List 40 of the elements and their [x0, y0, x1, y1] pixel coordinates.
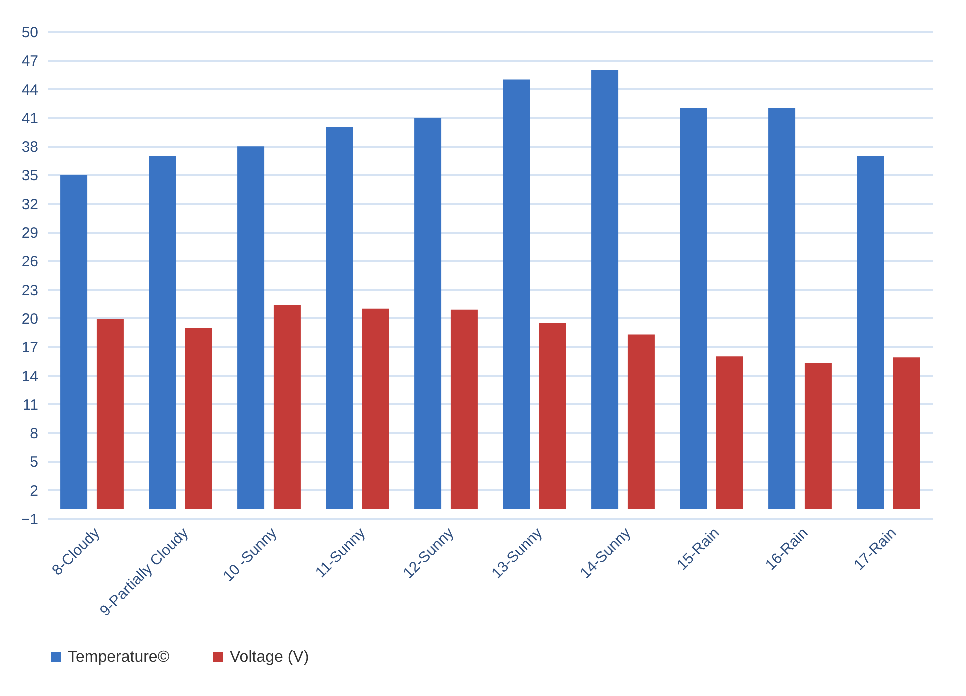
legend-label: Temperature© [68, 649, 170, 666]
bar [539, 323, 566, 510]
bar [362, 308, 390, 510]
bar [680, 108, 708, 510]
bar [450, 310, 478, 510]
y-tick-label: 50 [22, 24, 38, 42]
y-tick-label: 17 [22, 340, 38, 357]
bar [503, 80, 530, 510]
y-tick-label: 47 [22, 53, 38, 70]
y-tick-label: 29 [22, 225, 38, 242]
bar [857, 156, 884, 510]
bar [804, 363, 832, 510]
bar [592, 70, 619, 510]
y-tick-label: 14 [22, 368, 38, 386]
bar [96, 319, 124, 510]
y-tick-label: 2 [30, 482, 38, 500]
bar [60, 175, 88, 510]
bar [768, 108, 796, 510]
y-tick-label: 44 [22, 82, 38, 99]
y-tick-label: 41 [22, 110, 38, 128]
bar [893, 358, 920, 510]
bar [185, 328, 212, 510]
y-tick-label: 35 [22, 168, 38, 185]
bar [149, 156, 176, 510]
bar [414, 118, 442, 510]
y-tick-label: 8 [30, 426, 38, 443]
y-tick-label: 32 [22, 196, 38, 214]
y-tick-label: −1 [21, 512, 38, 528]
y-tick-label: 11 [22, 396, 38, 414]
bar [628, 334, 655, 510]
y-tick-label: 38 [22, 139, 38, 156]
y-tick-label: 26 [22, 254, 38, 271]
bar [716, 356, 744, 510]
legend-label: Voltage (V) [230, 649, 310, 666]
bar [238, 146, 265, 510]
bar [274, 305, 301, 510]
y-tick-label: 20 [22, 310, 38, 328]
y-tick-label: 5 [30, 454, 38, 472]
y-tick-label: 23 [22, 282, 38, 300]
bar [326, 127, 354, 510]
